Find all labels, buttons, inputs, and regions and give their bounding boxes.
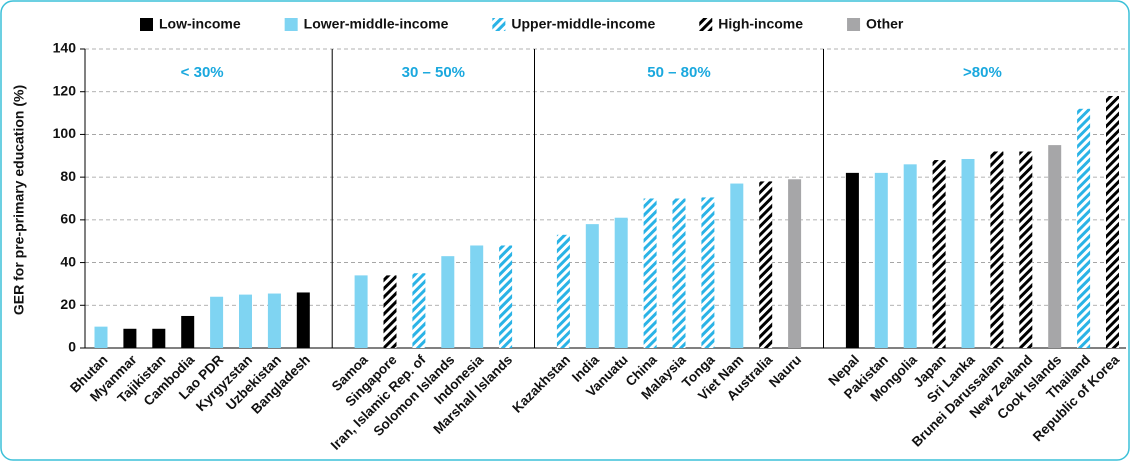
bar — [296, 292, 310, 348]
y-tick-label: 60 — [60, 211, 76, 227]
bar — [585, 224, 599, 348]
y-tick-label: 120 — [53, 82, 77, 98]
legend-label: High-income — [718, 16, 803, 32]
y-tick-label: 40 — [60, 253, 76, 269]
legend-label: Low-income — [159, 16, 241, 32]
bar — [903, 164, 917, 348]
bar — [614, 217, 628, 348]
y-tick-label: 100 — [53, 125, 77, 141]
bar — [94, 326, 108, 348]
panel-label: < 30% — [181, 64, 224, 81]
bar — [412, 273, 426, 348]
bar — [210, 296, 224, 348]
bar — [383, 275, 397, 348]
bar — [932, 160, 946, 348]
x-tick-label: Nauru — [766, 352, 804, 390]
bar — [1106, 95, 1119, 348]
y-axis-label: GER for pre-primary education (%) — [11, 85, 27, 315]
bar — [701, 197, 715, 348]
bar — [152, 328, 166, 348]
bar — [759, 181, 773, 348]
legend-label: Other — [866, 16, 904, 32]
legend-swatch — [699, 18, 713, 31]
bar — [788, 179, 802, 348]
bar — [239, 294, 252, 348]
bar — [874, 172, 888, 348]
panel-label: 50 – 80% — [647, 64, 710, 81]
bar — [181, 315, 195, 348]
legend-swatch — [492, 18, 506, 31]
bar — [961, 158, 975, 348]
bar — [123, 328, 137, 348]
legend-swatch — [847, 18, 861, 31]
bar — [1077, 108, 1091, 348]
bar — [672, 198, 686, 348]
y-tick-label: 20 — [60, 296, 76, 312]
legend-label: Upper-middle-income — [511, 16, 655, 32]
bar — [730, 183, 744, 348]
bar — [441, 256, 455, 348]
legend-label: Lower-middle-income — [304, 16, 449, 32]
y-tick-label: 0 — [68, 339, 76, 355]
bar — [499, 245, 513, 348]
bar — [1019, 151, 1033, 348]
bar — [470, 245, 484, 348]
legend-swatch — [140, 18, 153, 31]
bar — [990, 151, 1004, 348]
panel-label: 30 – 50% — [402, 64, 465, 81]
y-tick-label: 140 — [53, 40, 77, 56]
panel-label: >80% — [963, 64, 1002, 81]
bar — [845, 172, 859, 348]
bar — [354, 275, 368, 348]
x-tick-label: Kazakhstan — [509, 352, 573, 416]
legend-swatch — [284, 18, 298, 31]
bar — [556, 234, 570, 348]
bar — [1048, 145, 1062, 348]
y-tick-label: 80 — [60, 168, 76, 184]
bar — [267, 293, 281, 348]
bar — [643, 198, 657, 348]
